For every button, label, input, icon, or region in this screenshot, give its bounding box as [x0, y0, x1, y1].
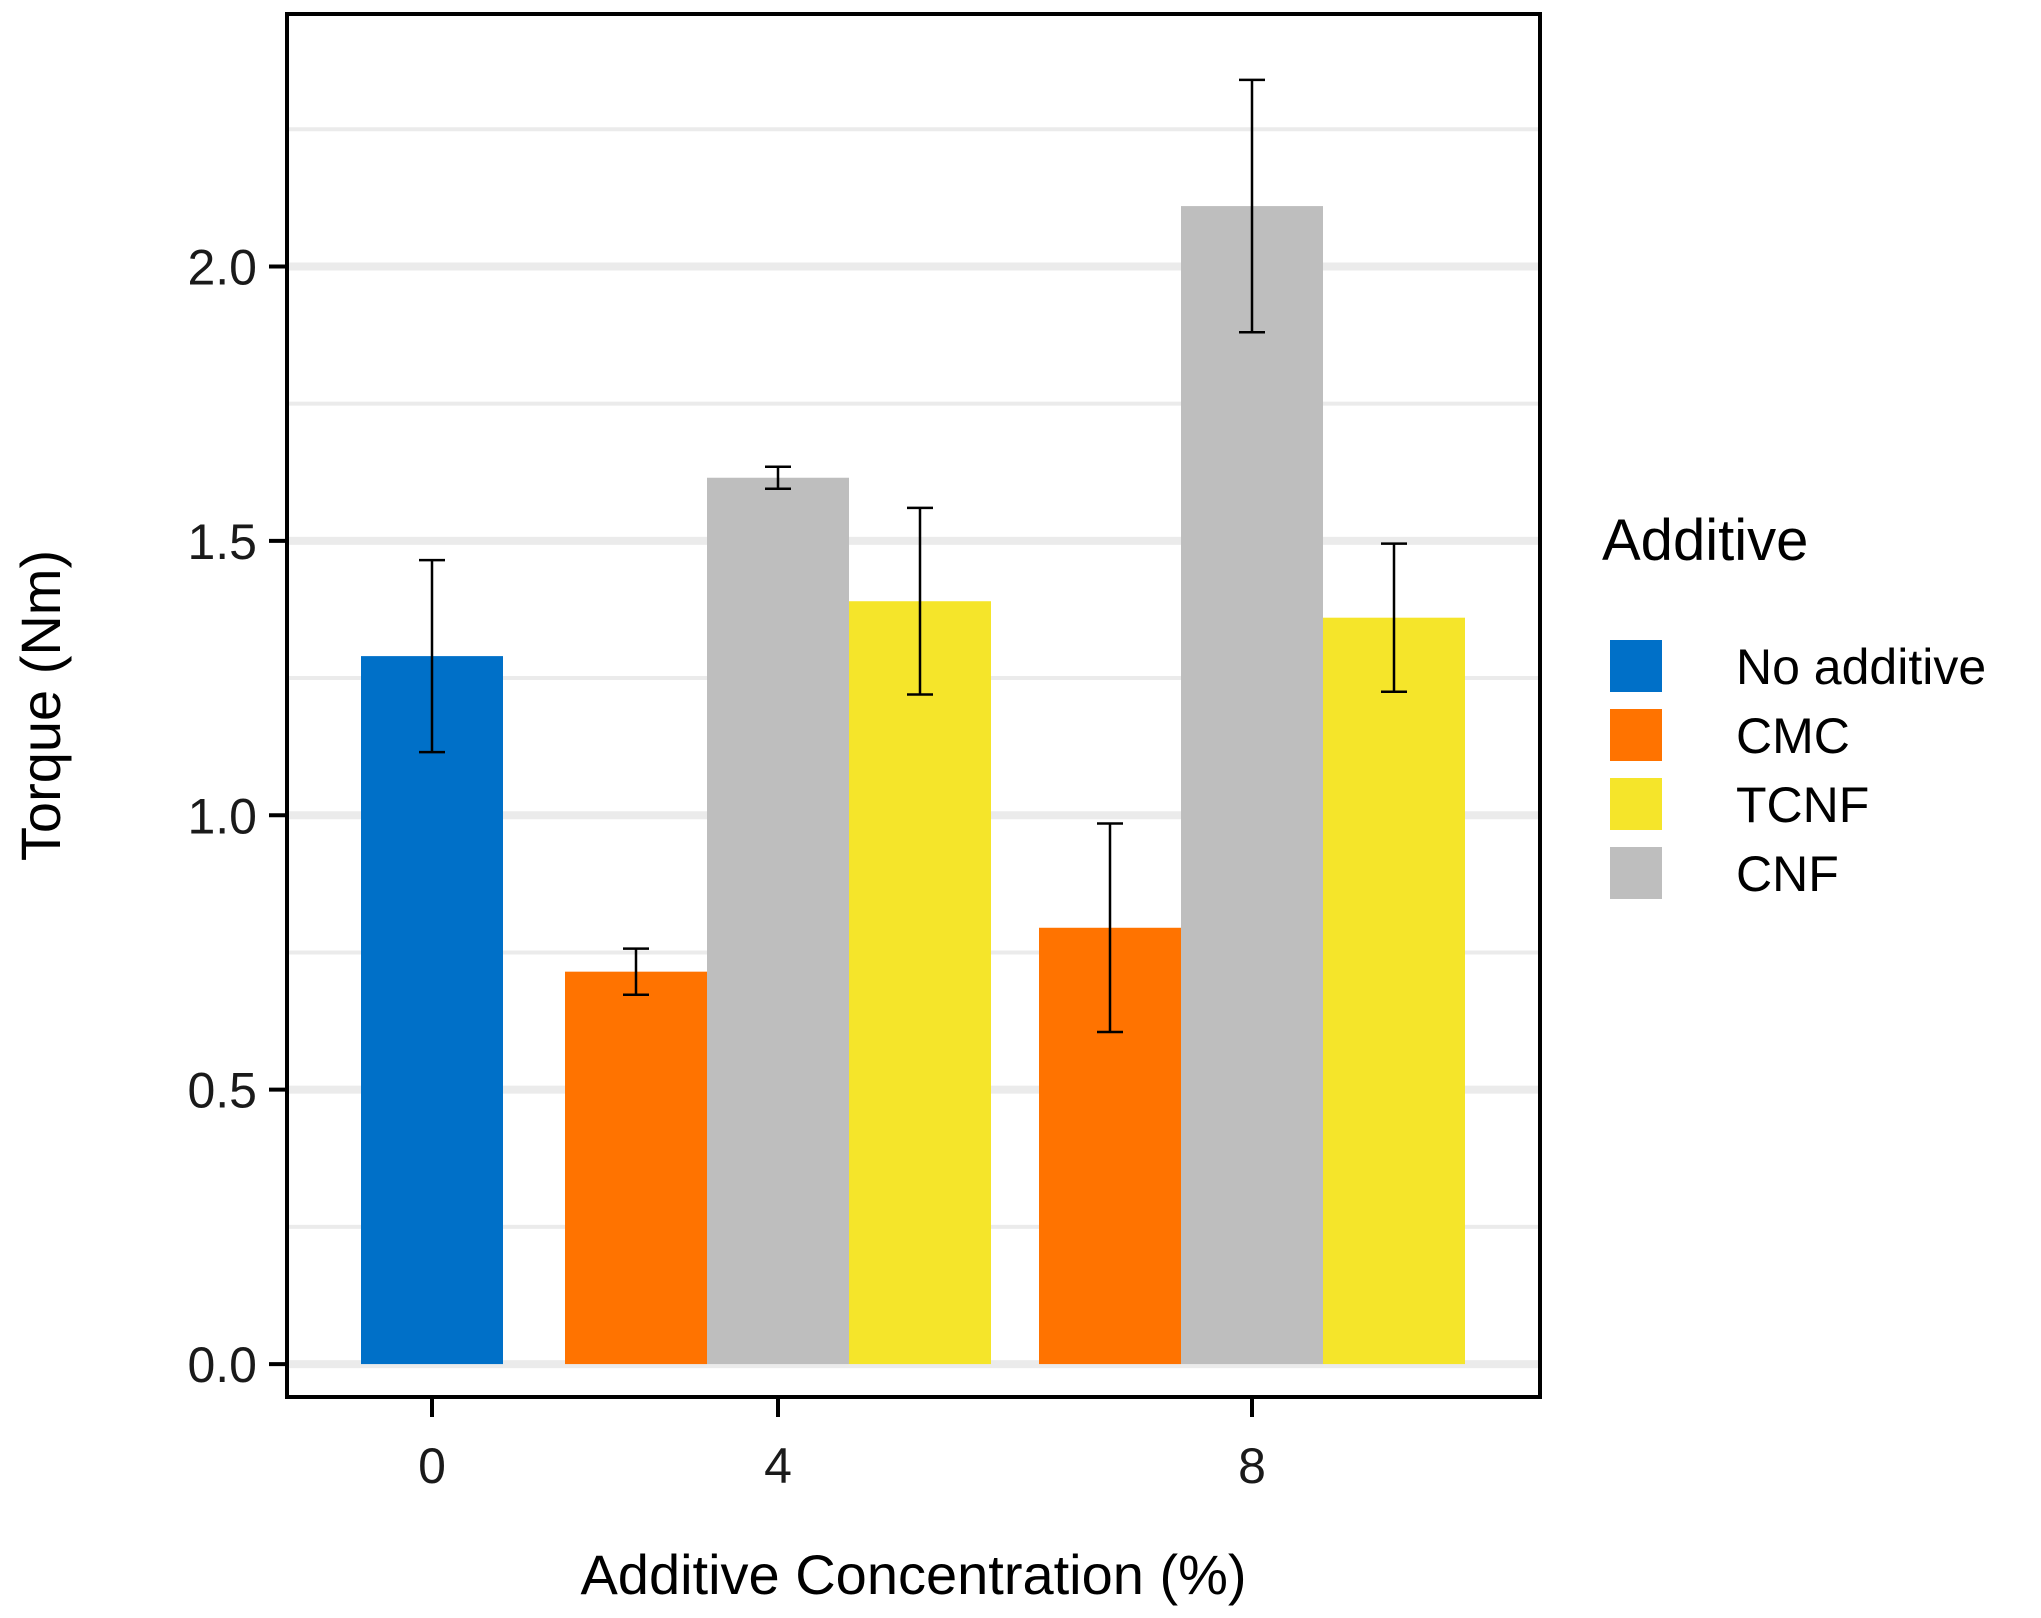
y-tick-label: 2.0 — [187, 239, 257, 295]
legend-label-cmc: CMC — [1736, 708, 1850, 764]
bar-cmc-4 — [565, 971, 707, 1365]
error-bar-tcnf-8 — [1381, 542, 1407, 694]
bar-cnf-8 — [1181, 206, 1323, 1365]
bars — [361, 206, 1465, 1365]
legend-title: Additive — [1602, 508, 1808, 573]
legend: Additive No additive CMC TCNF CNF — [1602, 508, 1986, 902]
bar-cnf-4 — [707, 477, 849, 1365]
legend-key-no-additive — [1610, 640, 1662, 692]
y-axis-ticks: 0.0 0.5 1.0 1.5 2.0 — [187, 239, 287, 1393]
error-bar-cnf-4 — [765, 465, 791, 490]
error-bar-no-additive-0 — [419, 558, 445, 754]
error-bar-cmc-8 — [1097, 822, 1123, 1034]
y-axis-title: Torque (Nm) — [9, 550, 72, 861]
y-tick-label: 0.0 — [187, 1337, 257, 1393]
legend-key-tcnf — [1610, 778, 1662, 830]
bar-no-additive-0 — [361, 656, 503, 1365]
x-tick-label: 4 — [764, 1438, 792, 1494]
bar-tcnf-8 — [1323, 617, 1465, 1365]
error-bar-tcnf-4 — [907, 506, 933, 696]
error-bar-cmc-4 — [623, 947, 649, 996]
y-tick-label: 1.0 — [187, 788, 257, 844]
error-bars — [419, 78, 1407, 1034]
x-tick-label: 0 — [418, 1438, 446, 1494]
legend-key-cnf — [1610, 847, 1662, 899]
bar-tcnf-4 — [849, 601, 991, 1365]
legend-label-no-additive: No additive — [1736, 639, 1986, 695]
x-axis-title: Additive Concentration (%) — [580, 1543, 1246, 1606]
plot-panel-border — [285, 12, 1542, 1399]
legend-key-cmc — [1610, 709, 1662, 761]
error-bar-cnf-8 — [1239, 78, 1265, 334]
y-tick-label: 0.5 — [187, 1063, 257, 1119]
legend-label-cnf: CNF — [1736, 846, 1839, 902]
y-tick-label: 1.5 — [187, 514, 257, 570]
x-tick-label: 8 — [1238, 1438, 1266, 1494]
legend-label-tcnf: TCNF — [1736, 777, 1869, 833]
x-axis-ticks: 0 4 8 — [418, 1397, 1266, 1494]
